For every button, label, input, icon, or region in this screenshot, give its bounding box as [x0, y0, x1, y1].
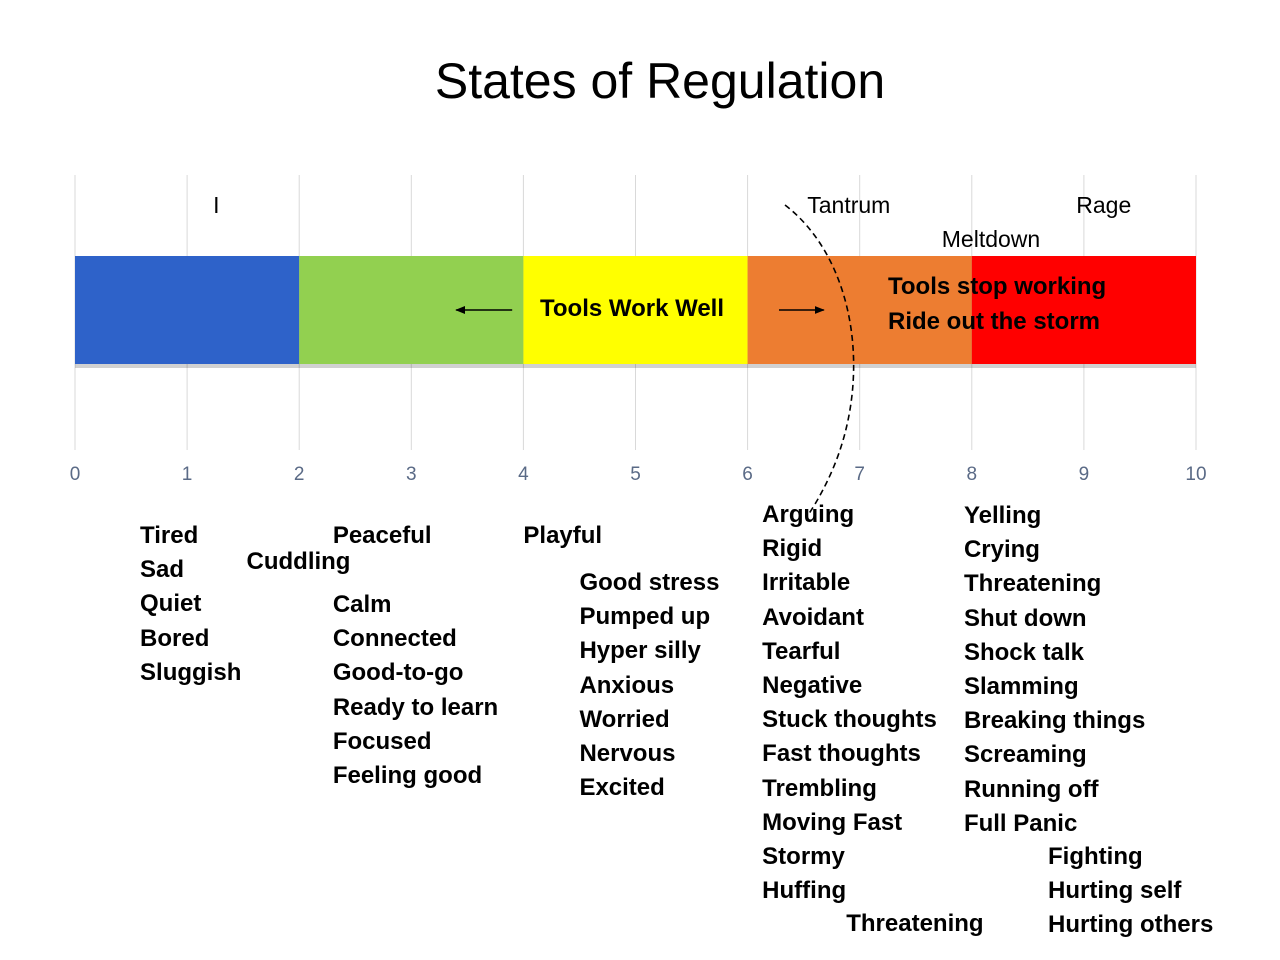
tantrum-connector: [784, 204, 855, 516]
feeling-word: Connected: [332, 625, 457, 653]
zone-label: I: [213, 192, 220, 218]
feeling-word: Threatening: [963, 570, 1102, 598]
bar-label-tools-work: Tools Work Well: [540, 295, 725, 322]
feeling-word: Tired: [140, 522, 199, 549]
tick-label: 2: [294, 464, 305, 485]
feeling-word: Quiet: [140, 590, 202, 618]
tick-label: 3: [406, 464, 417, 485]
feeling-word: Screaming: [963, 741, 1087, 769]
tick-label: 6: [742, 464, 753, 485]
feeling-word: Anxious: [579, 671, 675, 699]
feeling-word: Rigid: [762, 535, 823, 563]
feeling-word: Huffing: [762, 877, 847, 905]
tick-label: 4: [518, 464, 529, 485]
feeling-word: Irritable: [762, 569, 851, 597]
feeling-word: Pumped up: [579, 603, 711, 631]
feeling-word: Slamming: [963, 673, 1079, 700]
feeling-word: Threatening: [846, 910, 984, 937]
regulation-bar: [75, 256, 1196, 368]
bar-label-ride-out: Ride out the storm: [888, 308, 1101, 335]
zone-label: Meltdown: [941, 226, 1041, 252]
bar-segment-2: [523, 256, 748, 364]
zone-label: Rage: [1076, 192, 1132, 218]
chart-title: States of Regulation: [434, 53, 886, 109]
feeling-word: Negative: [762, 672, 863, 699]
feeling-word: Focused: [332, 727, 432, 755]
feeling-word: Fast thoughts: [762, 740, 921, 768]
feeling-word: Stuck thoughts: [762, 706, 937, 734]
feeling-word: Full Panic: [963, 809, 1078, 837]
feeling-word: Moving Fast: [762, 808, 903, 836]
tick-label: 7: [854, 464, 865, 485]
feeling-word: Calm: [332, 591, 392, 618]
feeling-word: Feeling good: [332, 762, 483, 789]
tick-label: 9: [1079, 464, 1090, 485]
bar-segment-0: [75, 256, 300, 364]
feeling-word: Breaking things: [963, 707, 1146, 735]
bar-segment-4: [971, 256, 1196, 364]
feeling-word: Fighting: [1048, 843, 1143, 870]
feeling-word: Arguing: [762, 501, 855, 528]
feeling-word: Bored: [140, 624, 210, 652]
feeling-word: Stormy: [762, 843, 845, 870]
zone-label: Tantrum: [807, 192, 891, 218]
feeling-word: Good stress: [579, 569, 720, 596]
feeling-word: Nervous: [579, 740, 676, 767]
feeling-word: Good-to-go: [332, 659, 464, 687]
feeling-word: Hurting self: [1048, 877, 1182, 905]
tick-label: 8: [967, 464, 978, 485]
feeling-word: Running off: [963, 775, 1099, 803]
feeling-word: Playful: [523, 522, 603, 549]
feeling-word: Excited: [579, 774, 665, 802]
tick-label: 0: [70, 464, 81, 485]
feeling-word: Shock talk: [963, 638, 1084, 666]
bar-label-tools-stop: Tools stop working: [888, 273, 1107, 300]
feeling-word: Cuddling: [246, 548, 351, 575]
feeling-word: Yelling: [963, 502, 1042, 529]
x-axis-ticks: 0 1 2 3 4 5 6 7 8 9 10: [70, 464, 1207, 485]
feeling-word: Peaceful: [332, 522, 432, 549]
feeling-word: Sad: [140, 556, 185, 584]
annotations: [455, 204, 855, 516]
feeling-word: Avoidant: [762, 603, 864, 631]
feeling-word: Sluggish: [140, 658, 242, 686]
feeling-word: Shut down: [963, 604, 1087, 632]
feeling-word: Tearful: [762, 637, 841, 665]
feeling-word: Trembling: [762, 774, 877, 802]
feeling-word: Worried: [579, 705, 670, 733]
tick-label: 5: [630, 464, 641, 485]
tick-label: 1: [182, 464, 193, 485]
feeling-word: Hurting others: [1048, 911, 1214, 939]
feeling-word: Hyper silly: [579, 637, 701, 665]
feeling-word: Crying: [963, 536, 1040, 564]
feeling-word: Ready to learn: [332, 693, 499, 721]
tick-label: 10: [1185, 464, 1206, 485]
